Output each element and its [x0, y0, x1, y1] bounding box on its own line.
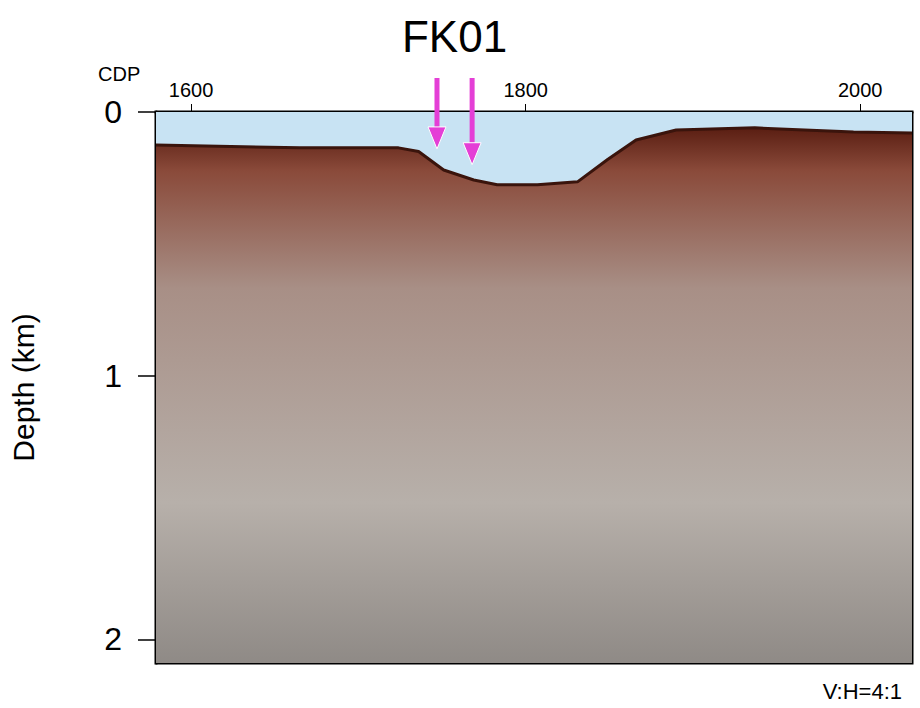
svg-text:1: 1 [104, 358, 122, 394]
svg-text:1600: 1600 [169, 79, 214, 101]
svg-text:0: 0 [104, 94, 122, 130]
svg-text:2: 2 [104, 621, 122, 657]
svg-text:CDP: CDP [98, 63, 140, 85]
svg-text:2000: 2000 [838, 79, 883, 101]
svg-text:Depth (km): Depth (km) [7, 313, 40, 461]
svg-text:FK01: FK01 [402, 12, 507, 61]
svg-text:V:H=4:1: V:H=4:1 [823, 679, 902, 704]
svg-text:1800: 1800 [503, 79, 548, 101]
